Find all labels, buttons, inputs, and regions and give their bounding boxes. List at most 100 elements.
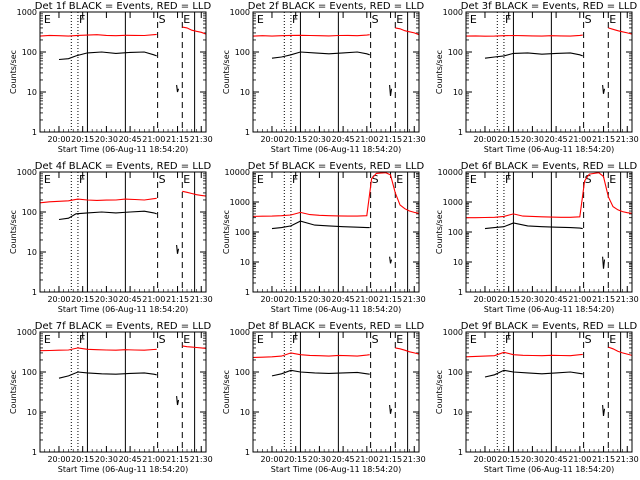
phase-marker: S [159, 333, 166, 346]
y-tick-label: 1000 [443, 328, 463, 337]
events-series-line [58, 210, 157, 221]
events-series-line [389, 84, 393, 96]
y-tick-label: 10 [453, 88, 463, 97]
lld-series-line [39, 33, 157, 37]
events-series-line [389, 256, 393, 264]
phase-marker: E [44, 173, 51, 186]
x-tick-label: 20:45 [545, 455, 568, 464]
y-tick-label: 10 [240, 88, 250, 97]
events-series-line [176, 244, 180, 254]
chart-panel-8: Det 8f BLACK = Events, RED = LLD 1 10 100 10… [222, 321, 426, 474]
x-tick-label: 20:30 [308, 295, 331, 304]
phase-marker: S [159, 13, 166, 26]
events-series-line [271, 220, 370, 230]
phase-marker: F [292, 333, 298, 346]
events-series-line [484, 222, 583, 230]
y-tick-label: 10 [240, 258, 250, 267]
x-tick-label: 20:30 [521, 135, 544, 144]
x-tick-label: 21:15 [592, 295, 615, 304]
x-tick-label: 21:15 [592, 135, 615, 144]
phase-marker: F [292, 173, 298, 186]
x-tick-label: 21:00 [142, 135, 165, 144]
plot-frame [39, 331, 207, 453]
y-tick-label: 1 [458, 448, 463, 457]
x-tick-label: 21:30 [403, 135, 426, 144]
y-tick-label: 100 [235, 48, 250, 57]
plot-frame [39, 11, 207, 133]
y-tick-label: 1000 [443, 198, 463, 207]
x-tick-label: 21:00 [142, 295, 165, 304]
x-tick-label: 20:45 [545, 295, 568, 304]
x-tick-label: 21:30 [616, 295, 639, 304]
lld-series-line [39, 197, 157, 204]
x-tick-label: 20:45 [332, 455, 355, 464]
x-tick-label: 21:15 [379, 455, 402, 464]
events-series-line [271, 369, 370, 377]
lld-series-line [39, 347, 157, 352]
phase-marker: S [372, 173, 379, 186]
x-tick-label: 20:15 [71, 455, 94, 464]
y-tick-label: 1 [458, 288, 463, 297]
chart-panel-6: Det 6f BLACK = Events, RED = LLD 1 10 100 10… [435, 161, 639, 314]
events-series-line [602, 404, 606, 416]
x-axis-label: Start Time (06-Aug-11 18:54:20) [58, 305, 189, 314]
lld-series-line [465, 34, 583, 37]
lld-series-line [182, 26, 207, 35]
chart-panel-3: Det 3f BLACK = Events, RED = LLD 1 10 100 10… [435, 1, 639, 154]
x-tick-label: 21:30 [403, 295, 426, 304]
phase-marker: E [183, 13, 190, 26]
x-axis-label: Start Time (06-Aug-11 18:54:20) [271, 305, 402, 314]
y-tick-label: 1 [32, 128, 37, 137]
y-tick-label: 100 [22, 368, 37, 377]
phase-marker: S [585, 173, 592, 186]
x-tick-label: 20:30 [521, 455, 544, 464]
events-series-line [58, 51, 157, 61]
phase-marker: E [396, 173, 403, 186]
chart-title: Det 6f BLACK = Events, RED = LLD [461, 161, 638, 172]
phase-marker: E [609, 13, 616, 26]
lld-series-line [252, 352, 370, 359]
x-tick-label: 20:15 [284, 455, 307, 464]
phase-marker: E [44, 13, 51, 26]
phase-marker: S [159, 173, 166, 186]
plot-frame [465, 11, 633, 133]
plot-frame [252, 11, 420, 133]
chart-panel-2: Det 2f BLACK = Events, RED = LLD 1 10 100 10… [222, 1, 426, 154]
events-series-line [602, 84, 606, 94]
x-axis-label: Start Time (06-Aug-11 18:54:20) [484, 465, 615, 474]
phase-marker: E [257, 333, 264, 346]
phase-marker: E [609, 173, 616, 186]
events-series-line [58, 371, 157, 379]
events-series-line [176, 396, 180, 406]
x-tick-label: 21:30 [190, 455, 213, 464]
y-axis-label: Counts/sec [222, 370, 231, 414]
y-tick-label: 1 [245, 128, 250, 137]
y-tick-label: 10 [453, 408, 463, 417]
plot-frame [252, 331, 420, 453]
x-tick-label: 21:00 [355, 295, 378, 304]
x-tick-label: 21:15 [379, 295, 402, 304]
chart-title: Det 7f BLACK = Events, RED = LLD [35, 321, 212, 332]
x-tick-label: 21:00 [568, 135, 591, 144]
y-tick-label: 1000 [230, 198, 250, 207]
y-tick-label: 1000 [17, 328, 37, 337]
x-tick-label: 21:30 [190, 295, 213, 304]
x-tick-label: 20:15 [71, 135, 94, 144]
x-tick-label: 20:15 [284, 295, 307, 304]
x-tick-label: 20:30 [521, 295, 544, 304]
chart-title: Det 8f BLACK = Events, RED = LLD [248, 321, 425, 332]
phase-marker: F [505, 173, 511, 186]
lld-series-line [608, 346, 633, 356]
x-tick-label: 21:00 [568, 295, 591, 304]
events-series-line [484, 369, 583, 378]
y-tick-label: 100 [448, 368, 463, 377]
x-tick-label: 20:00 [260, 135, 283, 144]
x-tick-label: 20:30 [95, 295, 118, 304]
x-tick-label: 20:15 [497, 295, 520, 304]
phase-marker: E [470, 13, 477, 26]
lld-series-line [466, 172, 633, 219]
plot-frame [39, 171, 207, 293]
x-tick-label: 20:00 [473, 295, 496, 304]
x-tick-label: 21:15 [166, 295, 189, 304]
chart-title: Det 1f BLACK = Events, RED = LLD [35, 1, 212, 12]
